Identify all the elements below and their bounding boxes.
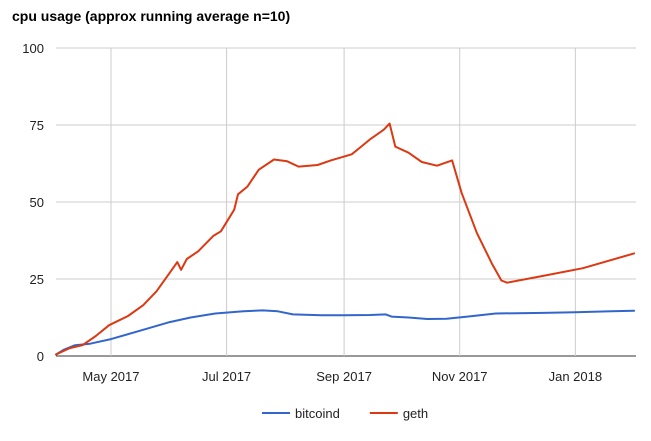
y-axis-tick-labels: 0 25 50 75 100: [22, 41, 44, 364]
x-tick-label: Jan 2018: [549, 369, 603, 384]
x-axis-tick-labels: May 2017 Jul 2017 Sep 2017 Nov 2017 Jan 2018: [82, 369, 602, 384]
x-tick-label: Nov 2017: [432, 369, 488, 384]
legend-label-geth: geth: [403, 406, 428, 421]
chart-title: cpu usage (approx running average n=10): [12, 8, 291, 24]
y-tick-label: 0: [37, 349, 44, 364]
x-tick-label: May 2017: [82, 369, 139, 384]
series-lines: [55, 122, 636, 356]
y-tick-label: 25: [30, 272, 44, 287]
series-line-geth: [55, 122, 636, 356]
y-tick-label: 100: [22, 41, 44, 56]
y-tick-label: 75: [30, 118, 44, 133]
legend-label-bitcoind: bitcoind: [295, 406, 340, 421]
x-tick-label: Sep 2017: [316, 369, 372, 384]
series-line-bitcoind: [55, 309, 636, 356]
x-tick-label: Jul 2017: [202, 369, 251, 384]
y-tick-label: 50: [30, 195, 44, 210]
gridlines: [56, 47, 636, 357]
legend: bitcoind geth: [262, 406, 428, 421]
